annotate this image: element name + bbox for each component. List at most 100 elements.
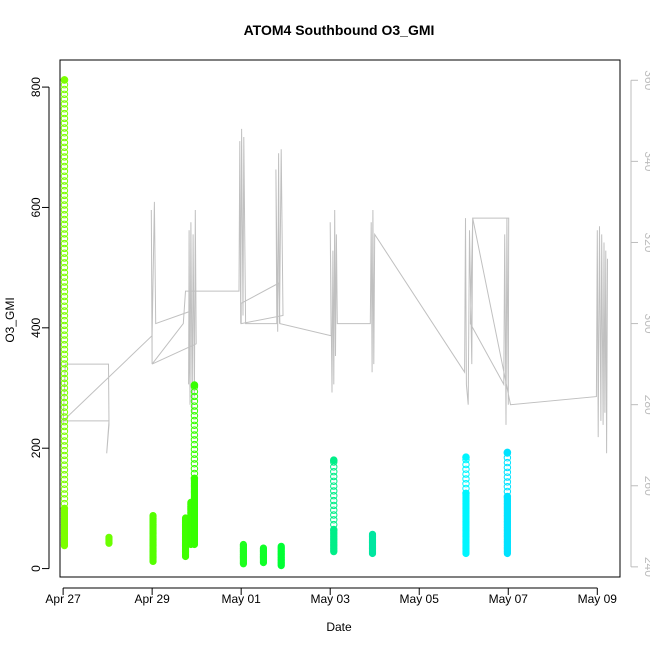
point-cluster-12 — [462, 453, 470, 558]
x-tick-label: May 09 — [578, 592, 618, 606]
point-cluster-13 — [503, 448, 512, 558]
x-tick-label: Apr 27 — [45, 592, 81, 606]
data-point — [60, 220, 69, 229]
data-point — [259, 544, 268, 552]
data-point — [60, 369, 69, 378]
data-point — [60, 292, 69, 301]
data-point — [190, 402, 199, 410]
data-point — [60, 182, 69, 190]
data-point — [190, 407, 199, 415]
series-line-right-axis — [61, 128, 608, 454]
data-point — [60, 239, 69, 248]
right-axis-tick-label: 300 — [642, 314, 650, 334]
point-cluster-8 — [259, 544, 268, 567]
y-tick-label: 800 — [29, 77, 43, 97]
plot-area — [60, 76, 608, 570]
data-point — [60, 158, 69, 166]
data-point — [60, 336, 69, 344]
right-axis-tick-label: 240 — [642, 557, 650, 577]
y-tick-label: 400 — [29, 317, 43, 337]
data-point — [462, 484, 470, 493]
plot-clip-group — [60, 76, 608, 570]
point-cluster-1 — [60, 76, 69, 550]
data-point — [60, 403, 69, 411]
data-point — [60, 95, 69, 103]
data-point — [60, 124, 69, 132]
data-point — [60, 384, 69, 392]
data-point — [462, 480, 470, 488]
data-point — [60, 446, 69, 455]
data-point — [462, 460, 470, 469]
data-point — [60, 215, 69, 224]
data-point — [190, 445, 199, 454]
data-point — [60, 230, 69, 238]
data-point — [330, 520, 338, 529]
data-point — [60, 316, 69, 325]
data-point — [330, 472, 338, 481]
data-point — [462, 465, 470, 473]
data-point — [277, 542, 285, 550]
right-axis-tick-label: 280 — [642, 395, 650, 415]
y-tick-label: 200 — [29, 438, 43, 458]
data-point — [190, 431, 199, 439]
data-point — [330, 516, 338, 524]
data-point — [60, 393, 69, 402]
point-cluster-9 — [277, 542, 285, 570]
data-point — [462, 489, 470, 497]
data-point — [60, 244, 69, 253]
data-point — [190, 416, 199, 425]
data-point — [60, 331, 69, 339]
data-point — [60, 278, 69, 286]
data-point — [60, 273, 69, 281]
data-point — [60, 418, 69, 426]
point-cluster-10 — [329, 456, 338, 556]
data-point — [60, 427, 69, 435]
x-tick-label: May 03 — [311, 592, 351, 606]
data-point — [190, 474, 199, 482]
axes: 0 200 400 600 800 Apr 27 Apr 29 May 01 May 03 May… — [29, 59, 650, 606]
data-point — [190, 436, 199, 444]
data-point — [60, 365, 69, 373]
data-point — [60, 263, 69, 272]
data-point — [60, 148, 69, 156]
x-axis-label: Date — [326, 620, 352, 634]
data-point — [60, 206, 69, 214]
data-point — [60, 504, 69, 513]
chart-title: ATOM4 Southbound O3_GMI — [244, 22, 435, 38]
data-point — [60, 225, 69, 233]
data-point — [329, 456, 338, 465]
data-point — [60, 172, 69, 180]
data-point — [60, 413, 69, 421]
data-point — [190, 412, 199, 420]
data-point — [60, 480, 69, 488]
right-axis-tick-label: 340 — [642, 151, 650, 171]
data-point — [60, 268, 69, 277]
data-point — [503, 458, 512, 467]
data-point — [503, 483, 512, 491]
data-point — [60, 143, 69, 152]
data-point — [60, 85, 69, 94]
data-point — [60, 249, 69, 257]
x-tick-label: Apr 29 — [134, 592, 170, 606]
data-point — [60, 114, 69, 123]
x-tick-label: May 07 — [489, 592, 529, 606]
data-point — [60, 341, 69, 349]
data-point — [60, 76, 69, 84]
data-point — [60, 326, 69, 334]
x-tick-label: May 05 — [400, 592, 440, 606]
data-point — [60, 345, 69, 354]
data-point — [190, 455, 199, 463]
y-tick-label: 600 — [29, 197, 43, 217]
right-axis-tick-label: 320 — [642, 232, 650, 252]
data-point — [190, 397, 199, 405]
data-point — [60, 379, 69, 387]
data-point — [60, 201, 69, 209]
x-tick-label: May 01 — [221, 592, 261, 606]
data-point — [60, 442, 69, 450]
data-point — [60, 360, 69, 368]
data-point — [60, 408, 69, 416]
data-point — [60, 105, 69, 113]
data-point — [60, 177, 69, 185]
data-point — [330, 525, 338, 534]
data-point — [330, 501, 338, 510]
